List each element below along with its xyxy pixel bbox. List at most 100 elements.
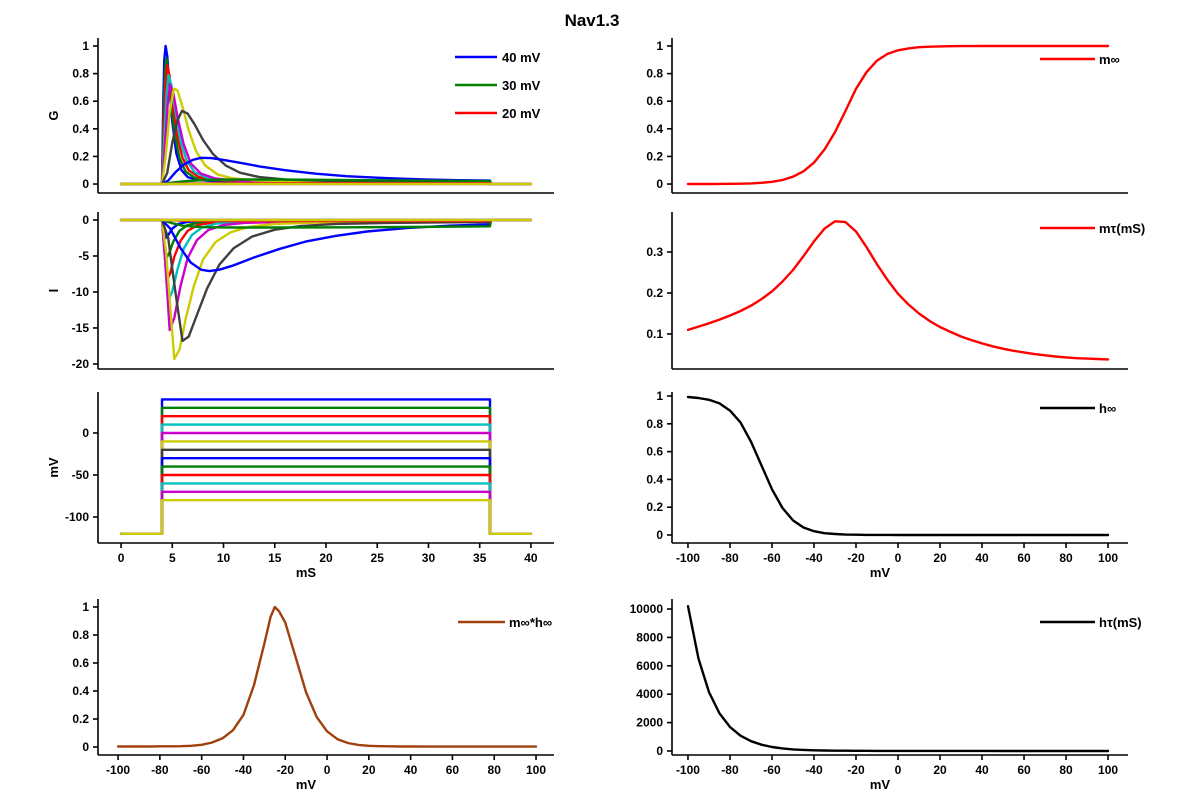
x-tick-label: -60 (763, 763, 781, 777)
y-axis-title: mV (46, 457, 61, 478)
y-tick-label: 10000 (630, 602, 664, 616)
y-tick-label: 0.4 (72, 684, 89, 698)
x-tick-label: 60 (1017, 763, 1031, 777)
x-tick-label: -60 (763, 551, 781, 565)
y-tick-label: 0 (656, 528, 663, 542)
y-tick-label: -10 (72, 285, 90, 299)
y-tick-label: 0.2 (646, 149, 663, 163)
x-tick-label: -80 (151, 763, 169, 777)
x-tick-label: 40 (524, 551, 538, 565)
step-trace--80mV (119, 499, 533, 535)
series-htau (686, 605, 1110, 753)
subplot-I_t: 0 -5 -10 -15 -20 I (46, 212, 554, 371)
y-tick-label: 0.6 (72, 656, 89, 670)
y-tick-label: -100 (65, 510, 89, 524)
x-tick-label: 10 (217, 551, 231, 565)
step-trace-30mV (119, 406, 533, 535)
x-tick-label: -60 (193, 763, 211, 777)
y-tick-label: 2000 (636, 716, 663, 730)
y-tick-label: 0.3 (646, 245, 663, 259)
x-tick-label: -100 (676, 763, 700, 777)
y-tick-label: 0.2 (646, 500, 663, 514)
legend-label: mτ(mS) (1099, 221, 1145, 236)
subplot-htau: 0 2000 4000 6000 8000 10000 -100 -80 -60 -40 -20 0 2… (630, 599, 1142, 792)
x-tick-label: 5 (169, 551, 176, 565)
legend-label: h∞ (1099, 401, 1116, 416)
y-tick-label: 1 (82, 39, 89, 53)
x-tick-label: 20 (933, 763, 947, 777)
x-tick-label: -40 (235, 763, 253, 777)
series-I-40mV (119, 218, 533, 229)
y-tick-label: 0 (82, 740, 89, 754)
legend-label: hτ(mS) (1099, 615, 1142, 630)
x-tick-label: 0 (895, 763, 902, 777)
x-tick-label: 0 (895, 551, 902, 565)
x-tick-label: 40 (975, 551, 989, 565)
legend-label: m∞*h∞ (509, 615, 552, 630)
x-tick-label: 80 (1059, 551, 1073, 565)
subplot-mtau: 0.1 0.2 0.3 mτ(mS) (646, 212, 1145, 370)
subplots-group: 0 0.2 0.4 0.6 0.8 1 G 40 mV 30 mV 20 mV 0 -5 -10 -15 -… (46, 38, 1145, 792)
subplot-minf: 0 0.2 0.4 0.6 0.8 1 m∞ (646, 38, 1128, 194)
subplot-G_t: 0 0.2 0.4 0.6 0.8 1 G 40 mV 30 mV 20 mV (46, 38, 554, 194)
x-tick-label: 20 (362, 763, 376, 777)
y-tick-label: 0 (82, 213, 89, 227)
y-tick-label: 1 (656, 39, 663, 53)
legend-label: 30 mV (502, 78, 541, 93)
y-tick-label: 0.4 (646, 122, 663, 136)
y-tick-label: -50 (72, 468, 90, 482)
x-tick-label: 40 (975, 763, 989, 777)
y-tick-label: 4000 (636, 687, 663, 701)
x-tick-label: -40 (805, 763, 823, 777)
x-tick-label: 100 (1098, 763, 1118, 777)
x-tick-label: 35 (473, 551, 487, 565)
y-axis-title: I (46, 289, 61, 293)
legend-label: 40 mV (502, 50, 541, 65)
x-tick-label: 20 (319, 551, 333, 565)
y-tick-label: 1 (82, 600, 89, 614)
legend-label: 20 mV (502, 106, 541, 121)
y-tick-label: 1 (656, 389, 663, 403)
x-tick-label: -20 (847, 763, 865, 777)
x-tick-label: 80 (488, 763, 502, 777)
y-tick-label: 0.8 (72, 67, 89, 81)
y-axis-title: G (46, 110, 61, 120)
x-axis-title: mV (870, 777, 891, 792)
y-tick-label: 0 (656, 177, 663, 191)
x-tick-label: -80 (721, 551, 739, 565)
legend-label: m∞ (1099, 52, 1120, 67)
x-axis-title: mS (296, 565, 317, 580)
y-tick-label: 6000 (636, 659, 663, 673)
x-tick-label: 60 (446, 763, 460, 777)
y-tick-label: 0 (82, 177, 89, 191)
y-tick-label: 0.6 (646, 445, 663, 459)
x-tick-label: 60 (1017, 551, 1031, 565)
y-tick-label: 0.8 (646, 67, 663, 81)
series-hinf (686, 395, 1110, 537)
y-tick-label: 0.1 (646, 327, 663, 341)
x-tick-label: -100 (676, 551, 700, 565)
subplot-minf_hinf: 0 0.2 0.4 0.6 0.8 1 -100 -80 -60 -40 -20 0 20 40 60 80 1… (72, 599, 554, 792)
y-tick-label: 0.8 (646, 417, 663, 431)
series-minf (686, 44, 1110, 186)
y-tick-label: 0.4 (72, 122, 89, 136)
x-tick-label: -80 (721, 763, 739, 777)
subplot-V_t: 0 -50 -100 0 5 10 15 20 25 30 35 40 mS mV (46, 392, 554, 580)
y-tick-label: 0.2 (72, 712, 89, 726)
x-tick-label: -20 (277, 763, 295, 777)
y-tick-label: 0 (82, 426, 89, 440)
x-tick-label: 40 (404, 763, 418, 777)
y-tick-label: 0.2 (72, 149, 89, 163)
y-tick-label: 0 (656, 744, 663, 758)
x-tick-label: 30 (422, 551, 436, 565)
y-tick-label: 0.6 (646, 94, 663, 108)
figure-title: Nav1.3 (565, 11, 620, 30)
x-tick-label: 100 (1098, 551, 1118, 565)
x-tick-label: 20 (933, 551, 947, 565)
series-minf-hinf (116, 605, 538, 748)
y-tick-label: 0.8 (72, 628, 89, 642)
series-I-10mV (119, 218, 533, 303)
subplot-hinf: 0 0.2 0.4 0.6 0.8 1 -100 -80 -60 -40 -20 0 20 40 60 80 1… (646, 389, 1128, 580)
y-tick-label: 0.4 (646, 472, 663, 486)
step-trace--70mV (119, 490, 533, 535)
